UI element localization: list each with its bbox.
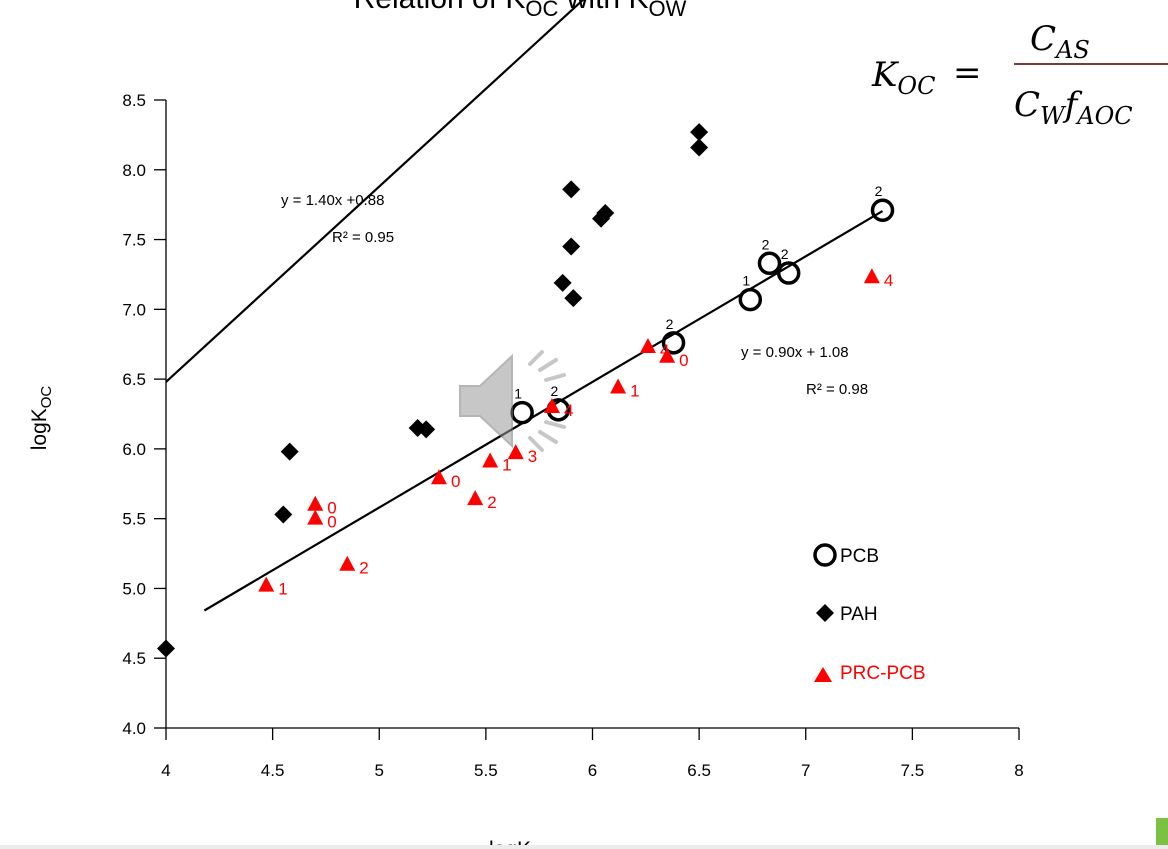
prc-pcb-point-label: 0 bbox=[327, 499, 336, 518]
corner-mark bbox=[1156, 818, 1168, 845]
legend-pcb-marker bbox=[813, 543, 837, 567]
pah-point bbox=[274, 505, 293, 524]
trend-lines bbox=[165, 0, 884, 612]
speaker-icon[interactable] bbox=[459, 350, 566, 452]
pcb-point-label: 2 bbox=[762, 236, 770, 252]
prc-pcb-point-label: 0 bbox=[327, 513, 336, 532]
prc-pcb-point-label: 4 bbox=[564, 401, 573, 420]
pah-fit-r2: R² = 0.95 bbox=[332, 229, 394, 246]
pcb-point-label: 2 bbox=[875, 183, 883, 199]
svg-text:=: = bbox=[953, 53, 982, 93]
x-tick-label: 4 bbox=[161, 761, 170, 780]
pah-point bbox=[562, 237, 581, 256]
pcb-point-label: 2 bbox=[666, 316, 674, 332]
prc-pcb-point bbox=[610, 378, 627, 394]
x-tick-label: 6.5 bbox=[687, 761, 711, 780]
x-axis-label: logK bbox=[489, 838, 531, 849]
pcb-point-label: 1 bbox=[514, 386, 522, 402]
prc-pcb-point-label: 1 bbox=[502, 455, 511, 474]
pcb-point-label: 2 bbox=[550, 383, 558, 399]
y-tick-label: 6.5 bbox=[122, 370, 146, 389]
trend-line bbox=[165, 0, 585, 383]
legend-prc-pcb-marker bbox=[814, 667, 832, 682]
y-tick-label: 7.0 bbox=[122, 300, 146, 319]
prc-pcb-point-label: 4 bbox=[660, 341, 669, 360]
pah-point bbox=[690, 123, 709, 142]
data-markers bbox=[157, 123, 895, 658]
legend-pah-marker bbox=[816, 604, 834, 622]
y-tick-label: 5.0 bbox=[122, 579, 146, 598]
chart-title: Relation of KOC with KOW bbox=[354, 0, 687, 21]
prc-pcb-point-label: 3 bbox=[528, 447, 537, 466]
y-axis-ticks: 4.0 4.5 5.0 5.5 6.0 6.5 7.0 7.5 8.0 8.5 bbox=[122, 91, 166, 738]
pah-point bbox=[417, 420, 436, 439]
prc-pcb-point-label: 1 bbox=[630, 381, 639, 400]
x-tick-label: 8 bbox=[1014, 761, 1023, 780]
y-tick-label: 8.0 bbox=[122, 161, 146, 180]
legend-prc-pcb-label: PRC-PCB bbox=[840, 663, 926, 684]
prc-pcb-point bbox=[863, 268, 880, 284]
prc-pcb-point bbox=[507, 444, 524, 460]
prc-pcb-point bbox=[482, 452, 499, 468]
pcb-point-label: 1 bbox=[742, 273, 750, 289]
prc-pcb-point bbox=[307, 495, 324, 511]
legend-pah-label: PAH bbox=[840, 604, 878, 625]
y-tick-label: 8.5 bbox=[122, 91, 146, 110]
prc-pcb-point bbox=[430, 469, 447, 485]
prc-pcb-point bbox=[659, 347, 676, 363]
svg-text:CWfAOC: CWfAOC bbox=[1014, 85, 1133, 130]
y-tick-label: 4.0 bbox=[122, 719, 146, 738]
legend-pcb-label: PCB bbox=[840, 546, 879, 567]
prc-pcb-point-label: 2 bbox=[359, 559, 368, 578]
x-tick-label: 7.5 bbox=[901, 761, 925, 780]
prc-pcb-point bbox=[467, 490, 484, 506]
prc-pcb-point bbox=[258, 576, 275, 592]
pah-point bbox=[564, 289, 583, 308]
pcb-fit-equation: y = 0.90x + 1.08 bbox=[741, 344, 849, 361]
pcb-point bbox=[738, 287, 763, 312]
svg-text:KOC: KOC bbox=[871, 55, 935, 100]
pah-point bbox=[157, 639, 175, 658]
pah-point bbox=[690, 138, 709, 157]
x-axis-ticks: 4 4.5 5 5.5 6 6.5 7 7.5 8 bbox=[161, 728, 1024, 780]
prc-pcb-point-label: 4 bbox=[884, 271, 893, 290]
prc-pcb-point-label: 1 bbox=[278, 580, 287, 599]
y-tick-label: 4.5 bbox=[122, 649, 146, 668]
x-tick-label: 5 bbox=[375, 761, 384, 780]
svg-text:CAS: CAS bbox=[1030, 19, 1090, 64]
x-tick-label: 5.5 bbox=[474, 761, 498, 780]
prc-pcb-point-label: 2 bbox=[487, 493, 496, 512]
formula: KOC = CAS CWfAOC bbox=[871, 19, 1168, 130]
prc-pcb-point bbox=[543, 398, 560, 414]
pcb-fit-r2: R² = 0.98 bbox=[806, 381, 868, 398]
x-tick-label: 7 bbox=[801, 761, 810, 780]
prc-pcb-point bbox=[307, 509, 324, 525]
pcb-point bbox=[757, 251, 782, 276]
prc-pcb-point bbox=[639, 338, 656, 354]
y-axis-label: logKOC bbox=[28, 386, 55, 451]
y-tick-label: 6.0 bbox=[122, 440, 146, 459]
pcb-point bbox=[661, 331, 686, 355]
legend: PCB PAH PRC-PCB bbox=[813, 543, 926, 684]
pah-fit-equation: y = 1.40x +0.88 bbox=[281, 192, 384, 209]
pcb-point bbox=[870, 198, 895, 222]
trend-line bbox=[203, 210, 884, 612]
y-tick-label: 7.5 bbox=[122, 231, 146, 250]
prc-pcb-point bbox=[339, 555, 356, 571]
pah-point bbox=[562, 180, 581, 199]
y-tick-label: 5.5 bbox=[122, 510, 146, 529]
pah-point bbox=[280, 442, 299, 461]
pcb-point-label: 2 bbox=[781, 246, 789, 262]
prc-pcb-point-label: 0 bbox=[679, 351, 688, 370]
x-tick-label: 6 bbox=[588, 761, 597, 780]
pcb-point bbox=[776, 261, 801, 285]
pcb-point bbox=[510, 400, 534, 425]
x-tick-label: 4.5 bbox=[261, 761, 285, 780]
pah-point bbox=[596, 204, 615, 223]
prc-pcb-point-label: 0 bbox=[451, 472, 460, 491]
bottom-strip bbox=[0, 845, 1168, 849]
pah-point bbox=[553, 273, 572, 292]
